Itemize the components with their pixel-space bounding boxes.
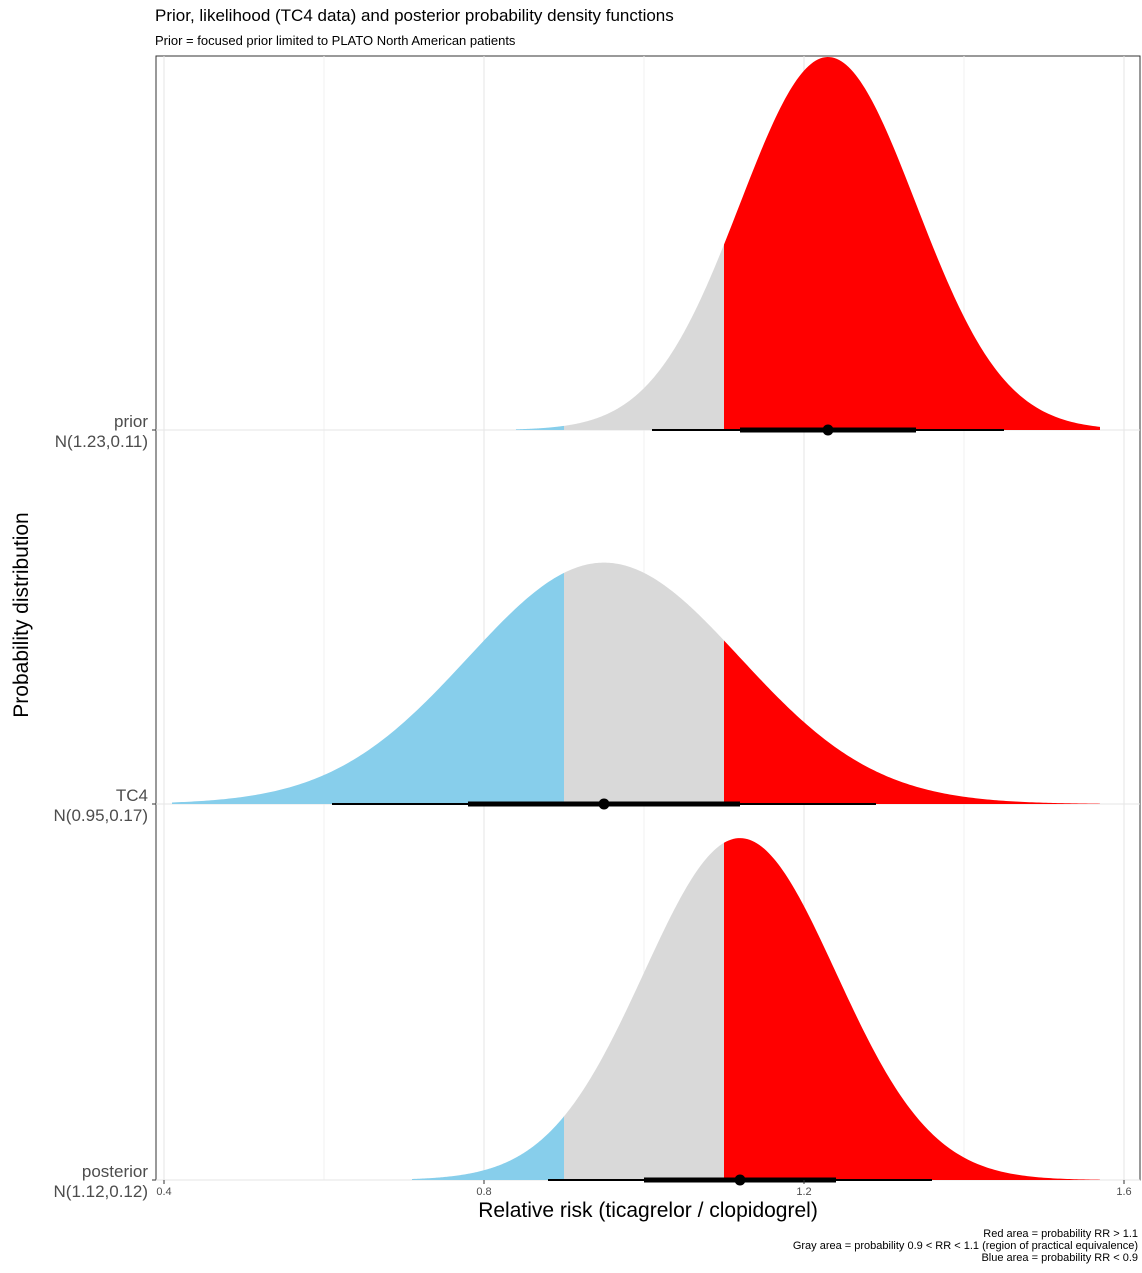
y-tick-label-name: TC4: [116, 786, 148, 805]
point-estimate-posterior: [734, 1174, 746, 1186]
density-posterior-region-1: [412, 1116, 564, 1180]
caption-red: Red area = probability RR > 1.1: [983, 1228, 1138, 1240]
chart-subtitle: Prior = focused prior limited to PLATO N…: [155, 33, 516, 48]
region-caption: Red area = probability RR > 1.1 Gray are…: [793, 1228, 1138, 1264]
y-tick-label-dist: N(1.12,0.12): [54, 1182, 149, 1201]
y-tick-label-name: posterior: [82, 1162, 148, 1181]
density-TC4-region-1: [172, 572, 564, 804]
density-TC4-region-2: [564, 562, 724, 804]
y-axis-label: Probability distribution: [10, 512, 33, 717]
y-tick-label-dist: N(0.95,0.17): [54, 806, 149, 825]
density-TC4-region-3: [724, 640, 1100, 804]
x-tick-label: 0.4: [156, 1186, 171, 1198]
density-prior-region-3: [724, 57, 1100, 430]
y-tick-label-dist: N(1.23,0.11): [55, 432, 148, 451]
density-posterior-region-2: [564, 842, 724, 1180]
density-prior-region-2: [564, 244, 724, 430]
caption-blue: Blue area = probability RR < 0.9: [981, 1252, 1138, 1264]
point-estimate-prior: [822, 424, 834, 436]
x-tick-label: 0.8: [476, 1186, 491, 1198]
x-axis-label: Relative risk (ticagrelor / clopidogrel): [478, 1199, 818, 1222]
caption-gray: Gray area = probability 0.9 < RR < 1.1 (…: [792, 1240, 1138, 1252]
x-axis-ticks: 0.4 0.8 1.2 1.6: [156, 1180, 1132, 1198]
x-tick-label: 1.2: [796, 1186, 811, 1198]
chart-title: Prior, likelihood (TC4 data) and posteri…: [155, 6, 674, 25]
density-posterior-region-3: [724, 838, 1100, 1180]
point-estimate-TC4: [598, 798, 610, 810]
x-tick-label: 1.6: [1116, 1186, 1131, 1198]
density-layers: [172, 57, 1100, 1180]
density-prior-region-1: [516, 425, 564, 430]
y-tick-label-name: prior: [114, 412, 148, 431]
